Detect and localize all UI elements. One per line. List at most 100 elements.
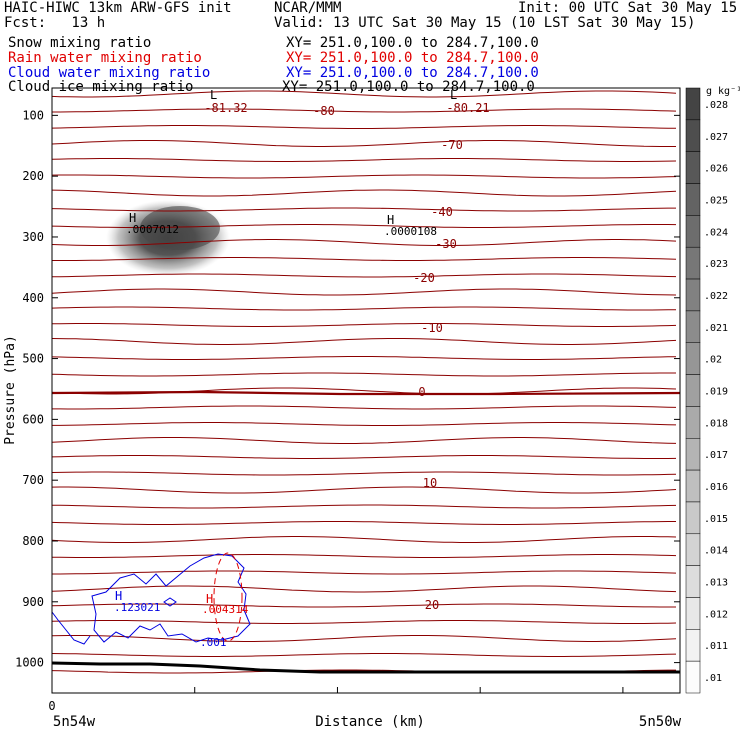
colorbar-swatch [685,310,701,343]
temp-label: -20 [413,271,435,285]
temperature-contour [52,486,677,494]
colorbar-swatch [685,119,701,152]
colorbar-label: .024 [704,227,728,238]
cloud-water-contour-3 [163,597,177,607]
y-axis-label: Pressure (hPa) [3,335,18,445]
colorbar-label: .018 [704,418,728,429]
init-time: Init: 00 UTC Sat 30 May 15 [518,0,738,16]
temperature-contour [52,536,677,543]
cloud-water-contour-2 [51,611,91,645]
x-left-location: 5n54w [53,714,96,730]
field-xy-rain: XY= 251.0,100.0 to 284.7,100.0 [286,50,539,66]
temperature-contour [52,90,677,98]
temperature-contour [52,207,676,212]
temp-label: 20 [425,598,439,612]
x-tick-label-0: 0 [48,699,55,713]
x-axis-label: Distance (km) [315,714,425,730]
y-tick-label: 100 [22,108,44,122]
colorbar-swatch [685,278,701,312]
colorbar-label: .02 [704,355,722,366]
temp-label: -10 [421,321,443,335]
colorbar-swatch [685,246,701,280]
temperature-contour [52,273,677,278]
temperature-contour [52,239,677,246]
snow-shading [106,200,230,276]
colorbar-swatch [685,87,701,121]
freezing-level-contour [52,390,680,396]
rain-contour [213,552,243,642]
organization-label: NCAR/MMM [274,0,342,16]
field-label-cloud-ice: Cloud ice mixing ratio [8,79,194,95]
chart-title: HAIC-HIWC 13km ARW-GFS init [4,0,232,16]
temp-label: 10 [423,476,437,490]
temperature-contour [52,158,677,162]
high-marker: H [206,592,213,606]
colorbar-swatch [685,183,701,216]
colorbar-label: .016 [704,482,728,493]
temperature-contour [52,603,676,608]
field-label-cloud-water: Cloud water mixing ratio [8,65,211,81]
colorbar-swatch [685,533,701,566]
colorbar-label: .013 [704,578,728,589]
temperature-contour [52,585,677,593]
temperature-contour [52,653,677,657]
colorbar-label: .019 [704,387,728,398]
colorbar-swatch [685,660,701,694]
temp-label: -80 [313,104,335,118]
temperature-contour [52,338,677,345]
colorbar-swatch [685,342,701,375]
colorbar: .028 .027 .026 .025 .024 .023 .022 .021 .02 .019.… [685,87,728,694]
colorbar-swatch [685,501,701,535]
field-xy-snow: XY= 251.0,100.0 to 284.7,100.0 [286,35,539,51]
temperature-contour [52,356,677,360]
valid-time: Valid: 13 UTC Sat 30 May 15 (10 LST Sat … [274,15,696,31]
temperature-labels: -80 -80.21 -81.32 -70 -40 -30 -20 -10 0 … [204,101,489,612]
temperature-contour [52,635,677,642]
colorbar-swatch [685,151,701,184]
temp-label: -40 [431,205,453,219]
colorbar-label: .014 [704,546,728,557]
temperature-contour [52,288,677,296]
colorbar-swatch [685,374,701,407]
low-marker: L [210,88,217,102]
temperature-contour [52,455,677,459]
high-marker: H [115,589,122,603]
colorbar-swatch [685,597,701,630]
temperature-contour [52,554,677,558]
temperature-contour [52,504,677,509]
colorbar-swatch [685,215,701,248]
colorbar-label: .015 [704,514,728,525]
colorbar-swatch [685,406,701,439]
colorbar-label: .022 [704,291,728,302]
temperature-contour [52,422,677,426]
y-tick-label: 1000 [15,656,44,670]
colorbar-swatch [685,565,701,598]
high-value: .123021 [114,601,160,614]
y-tick-label: 700 [22,473,44,487]
temperature-contour [52,405,677,410]
colorbar-label: .021 [704,323,728,334]
colorbar-swatch [685,629,701,662]
temperature-contour [52,437,677,444]
colorbar-label: .012 [704,609,728,620]
temperature-contour [52,323,677,327]
y-tick-label: 600 [22,412,44,426]
y-tick-label: 400 [22,291,44,305]
y-tick-label: 500 [22,352,44,366]
temperature-contour [52,372,676,377]
field-label-snow: Snow mixing ratio [8,35,152,51]
field-xy-cloud-water: XY= 251.0,100.0 to 284.7,100.0 [286,65,539,81]
temperature-contour [52,224,677,228]
extrema: L L H .0007012 H .0000108 H .123021 H .0… [114,88,457,649]
temperature-contour [52,471,677,476]
colorbar-label: .028 [704,100,728,111]
temperature-contour [52,125,677,129]
colorbar-label: .023 [704,259,728,270]
high-marker: H [387,213,394,227]
forecast-hour: Fcst: 13 h [4,15,106,31]
temperature-contour [52,174,677,179]
colorbar-label: .011 [704,641,728,652]
cloud-water-contour-label: .001 [200,636,227,649]
colorbar-label: .01 [704,673,722,684]
